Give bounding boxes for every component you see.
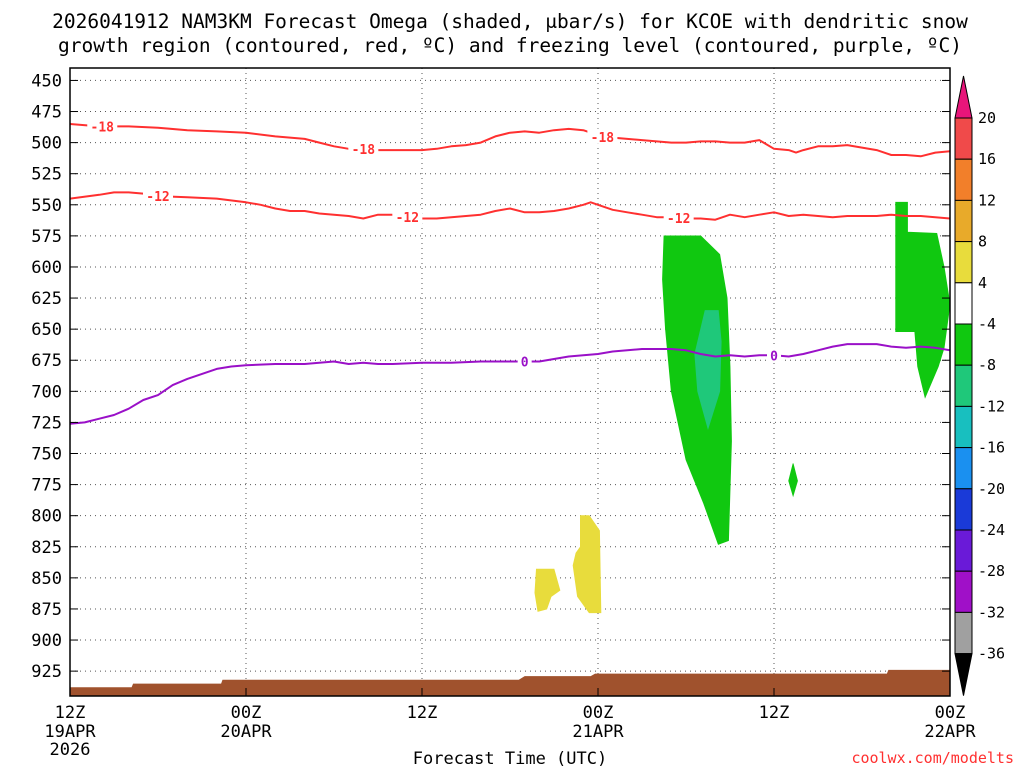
contour-label-box	[348, 140, 379, 156]
x-tick-date: 19APR	[44, 722, 96, 742]
contour-line	[70, 123, 950, 158]
isotherm-contours	[70, 123, 950, 425]
colorbar-label: -16	[978, 439, 1005, 457]
colorbar-swatch	[954, 364, 973, 407]
y-axis-pressure: 450 475 500 525 550 575 600 625 650 675 700 725 750 7…	[31, 71, 950, 682]
x-tick-time: 12Z	[55, 703, 86, 723]
colorbar-swatch	[954, 488, 973, 531]
colorbar-label: -36	[978, 645, 1005, 663]
colorbar-label: 16	[978, 150, 996, 168]
x-tick-date: 20APR	[220, 722, 272, 742]
y-tick-label: 650	[31, 320, 62, 340]
y-tick-label: 900	[31, 631, 62, 651]
contour-label: -18	[352, 143, 376, 158]
contour-label-box	[392, 209, 423, 225]
x-tick-time: 12Z	[407, 703, 438, 723]
colorbar-label: 8	[978, 233, 987, 251]
colorbar-swatch	[954, 529, 973, 572]
x-tick-date: 22APR	[924, 722, 976, 742]
source-credit: coolwx.com/modelts	[851, 749, 1014, 767]
colorbar-swatch	[954, 447, 973, 490]
contour-line	[70, 191, 950, 221]
y-tick-label: 500	[31, 134, 62, 154]
x-tick-year: 2026	[50, 740, 91, 760]
contour-label-box	[663, 209, 694, 225]
contour-label: -12	[667, 212, 690, 227]
omega-region	[694, 310, 722, 431]
y-tick-label: 800	[31, 507, 62, 527]
colorbar-swatch	[954, 282, 973, 325]
omega-colorbar: 20 16 12 8 4 -4 -8 -12 -16 -20 -24 -28 -32 -36	[954, 75, 1005, 696]
colorbar-label: -24	[978, 521, 1005, 539]
y-tick-label: 450	[31, 71, 62, 91]
terrain-fill	[70, 669, 950, 696]
omega-region	[572, 515, 602, 614]
colorbar-swatch	[954, 117, 973, 160]
contour-line	[70, 343, 950, 425]
contour-label: 0	[521, 355, 529, 370]
y-tick-label: 575	[31, 227, 62, 247]
colorbar-swatch	[954, 405, 973, 449]
y-tick-label: 725	[31, 413, 62, 433]
contour-label-box	[517, 353, 532, 369]
y-tick-label: 925	[31, 662, 62, 682]
contour-label-box	[87, 118, 118, 134]
y-tick-label: 775	[31, 476, 62, 496]
y-tick-label: 750	[31, 445, 62, 465]
colorbar-swatch	[954, 570, 973, 613]
colorbar-label: -32	[978, 603, 1005, 621]
colorbar-label: 12	[978, 191, 996, 209]
contour-label-box	[143, 188, 173, 204]
colorbar-label: -8	[978, 356, 996, 374]
colorbar-label: -28	[978, 562, 1005, 580]
colorbar-bottom-arrow	[954, 653, 973, 696]
colorbar-label: 4	[978, 274, 987, 292]
y-tick-label: 525	[31, 165, 62, 185]
x-tick-time: 00Z	[583, 703, 614, 723]
x-tick-date: 21APR	[572, 722, 624, 742]
y-tick-label: 475	[31, 103, 62, 123]
x-tick-time: 12Z	[759, 703, 790, 723]
y-tick-label: 875	[31, 600, 62, 620]
chart-title-line-2: growth region (contoured, red, ºC) and f…	[58, 34, 962, 57]
y-tick-label: 550	[31, 196, 62, 216]
y-tick-label: 625	[31, 289, 62, 309]
colorbar-swatch	[954, 199, 973, 243]
y-tick-label: 675	[31, 351, 62, 371]
omega-region	[788, 463, 798, 498]
chart-title-line-1: 2026041912 NAM3KM Forecast Omega (shaded…	[52, 10, 968, 33]
contour-label-box	[767, 347, 781, 363]
plot-frame	[69, 67, 951, 697]
y-tick-label: 700	[31, 382, 62, 402]
colorbar-swatch	[954, 611, 973, 655]
x-axis-label: Forecast Time (UTC)	[413, 749, 607, 768]
colorbar-swatch	[954, 241, 973, 284]
y-tick-label: 600	[31, 258, 62, 278]
colorbar-label: -4	[978, 315, 996, 333]
contour-labels: -18 -18 -18 -12 -12 -12 0 0	[87, 118, 781, 370]
contour-label-box	[587, 128, 618, 144]
x-tick-time: 00Z	[935, 703, 966, 723]
contour-label: -12	[396, 211, 419, 226]
colorbar-label: 20	[978, 109, 996, 127]
x-tick-time: 00Z	[231, 703, 262, 723]
omega-region	[534, 568, 561, 612]
contour-label: -12	[146, 190, 169, 205]
gridlines	[70, 68, 950, 696]
terrain-layer	[70, 669, 950, 696]
colorbar-swatch	[954, 323, 973, 366]
contour-label: -18	[91, 120, 115, 135]
colorbar-swatch	[954, 158, 973, 201]
y-tick-label: 850	[31, 569, 62, 589]
colorbar-label: -12	[978, 397, 1005, 415]
contour-label: 0	[770, 349, 778, 364]
y-tick-label: 825	[31, 538, 62, 558]
colorbar-label: -20	[978, 480, 1005, 498]
contour-label: -18	[591, 131, 615, 146]
